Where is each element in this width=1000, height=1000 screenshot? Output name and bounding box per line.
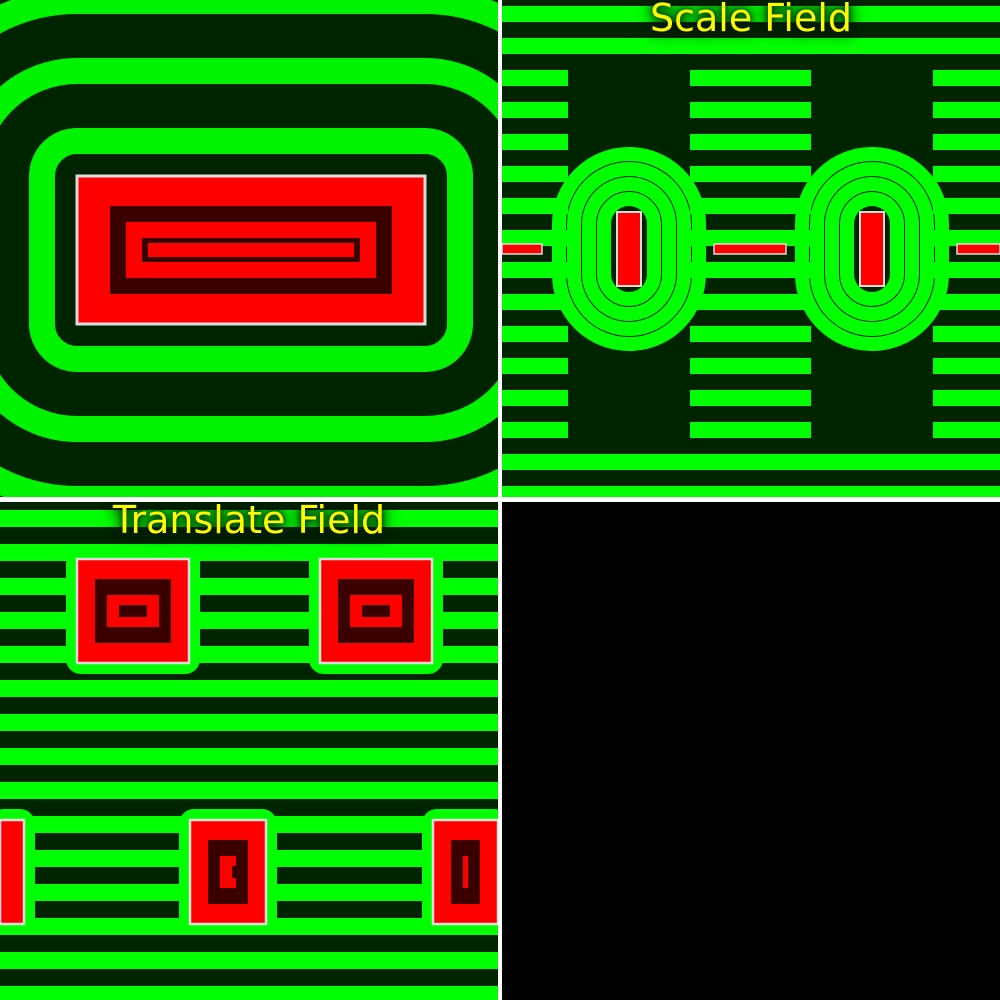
translate-field-canvas [0,502,498,1000]
field-stripe [502,486,1000,497]
field-stripe [0,986,498,1000]
scale-ring [810,162,934,336]
translate-red-box-core [463,856,468,888]
scale-ring [552,147,706,351]
translate-ring [0,809,35,935]
scale-red-line [502,243,543,255]
field-stripe [502,454,1000,470]
scale-red-bar [616,211,642,287]
translate-red-box-center [475,866,479,878]
distance-field-box [75,174,427,326]
distance-ring [0,0,498,497]
field-stripe [0,952,498,969]
field-stripe [0,748,498,765]
distance-field-canvas [0,0,498,497]
translate-red-box [0,818,26,926]
translate-ring [179,809,277,935]
translate-red-box-center [362,605,390,617]
scale-field-canvas [502,0,1000,497]
distance-field-rings [0,0,498,497]
field-stripe [502,38,1000,54]
translate-ring [66,548,200,674]
distance-ring [0,58,498,442]
scale-ring [795,147,949,351]
scale-ring [840,192,904,306]
translate-field-shapes [0,548,498,935]
distance-field-panel [0,0,498,497]
scale-field-shapes [502,60,1000,440]
scale-ring [582,177,676,321]
translate-ring [309,548,443,674]
scale-red-bar [859,211,885,287]
translate-field-panel: Translate Field [0,502,498,1000]
scale-red-line [956,243,1000,255]
scale-ring [597,192,661,306]
scale-ring [825,177,919,321]
field-stripe [502,6,1000,22]
translate-red-box-core [220,856,236,888]
field-stripe [0,782,498,799]
empty-panel [502,502,1000,1000]
translate-ring [422,809,498,935]
field-stripe [0,510,498,527]
red-box-center [148,243,354,257]
field-stripe [0,714,498,731]
translate-red-box-center [232,866,236,878]
translate-red-box-center [119,605,147,617]
scale-field-panel: Scale Field [502,0,1000,497]
translate-field-title: Translate Field [112,502,386,542]
field-stripe [0,680,498,697]
scale-red-line [713,243,787,255]
scale-field-title: Scale Field [649,0,853,40]
scale-ring [567,162,691,336]
distance-ring [29,128,473,372]
